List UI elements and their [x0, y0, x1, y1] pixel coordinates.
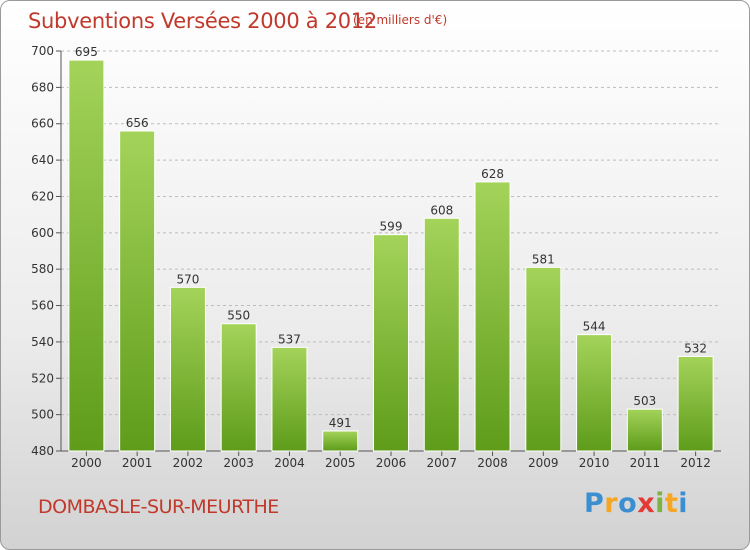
- bar: [677, 355, 714, 452]
- chart-subtitle: (en milliers d'€): [353, 13, 448, 27]
- data-label: 581: [532, 252, 555, 266]
- y-tick-label: 620: [31, 189, 54, 203]
- logo-letter: P: [584, 488, 605, 519]
- x-tick-label: 2009: [528, 456, 559, 470]
- x-tick-label: 2006: [376, 456, 407, 470]
- y-tick-label: 540: [31, 335, 54, 349]
- bar: [626, 408, 663, 452]
- y-tick-label: 580: [31, 262, 54, 276]
- x-tick-label: 2012: [680, 456, 711, 470]
- bar: [220, 323, 257, 452]
- x-tick-label: 2005: [325, 456, 356, 470]
- data-label: 491: [329, 416, 352, 430]
- data-label: 608: [430, 203, 453, 217]
- bar: [169, 286, 206, 452]
- x-tick-label: 2002: [173, 456, 204, 470]
- data-label: 628: [481, 167, 504, 181]
- bar: [68, 59, 105, 452]
- logo-letter: r: [604, 488, 619, 519]
- data-label: 656: [126, 116, 149, 130]
- x-tick-label: 2003: [223, 456, 254, 470]
- bar: [373, 234, 409, 452]
- y-tick-label: 560: [31, 299, 54, 313]
- bar: [576, 334, 613, 452]
- y-tick-label: 640: [31, 153, 54, 167]
- logo-letter: o: [618, 488, 638, 519]
- data-label: 550: [227, 309, 250, 323]
- y-tick-label: 600: [31, 226, 54, 240]
- x-tick-label: 2007: [426, 456, 457, 470]
- y-tick-label: 500: [31, 408, 54, 422]
- x-tick-label: 2010: [579, 456, 610, 470]
- proxiti-logo: Proxiti: [584, 488, 688, 519]
- bar: [271, 346, 308, 452]
- bar: [423, 217, 460, 452]
- data-label: 570: [176, 272, 199, 286]
- bar: [525, 266, 562, 452]
- y-tick-labels: 480 500 520 540 560 580 600 620 640 660 680 700: [31, 44, 54, 458]
- data-label: 537: [278, 332, 301, 346]
- data-label: 503: [633, 394, 656, 408]
- y-tick-label: 700: [31, 44, 54, 58]
- x-tick-label: 2011: [630, 456, 661, 470]
- y-tick-label: 680: [31, 80, 54, 94]
- data-labels: 695 656 570 550 537 491 599 608 628 581 544 503 532: [75, 45, 707, 430]
- x-tick-labels: 2000 2001 2002 2003 2004 2005 2006 2007 2008 2009…: [71, 456, 711, 470]
- data-label: 532: [684, 341, 707, 355]
- data-label: 695: [75, 45, 98, 59]
- data-label: 599: [380, 220, 403, 234]
- x-tick-label: 2001: [122, 456, 153, 470]
- y-tick-label: 480: [31, 444, 54, 458]
- x-tick-label: 2000: [71, 456, 102, 470]
- city-name: DOMBASLE-SUR-MEURTHE: [38, 496, 279, 518]
- y-tick-label: 660: [31, 117, 54, 131]
- data-label: 544: [583, 320, 606, 334]
- y-tick-label: 520: [31, 371, 54, 385]
- bar: [322, 430, 359, 452]
- bar: [119, 130, 156, 452]
- logo-letter: i: [678, 488, 689, 519]
- x-tick-label: 2004: [274, 456, 305, 470]
- logo-letter: x: [637, 488, 656, 519]
- x-tick-label: 2008: [477, 456, 508, 470]
- logo-letter: i: [655, 488, 665, 519]
- bars: [68, 59, 714, 452]
- bar: [474, 181, 511, 452]
- chart-title: Subventions Versées 2000 à 2012: [28, 9, 377, 33]
- logo-letter: t: [664, 488, 679, 519]
